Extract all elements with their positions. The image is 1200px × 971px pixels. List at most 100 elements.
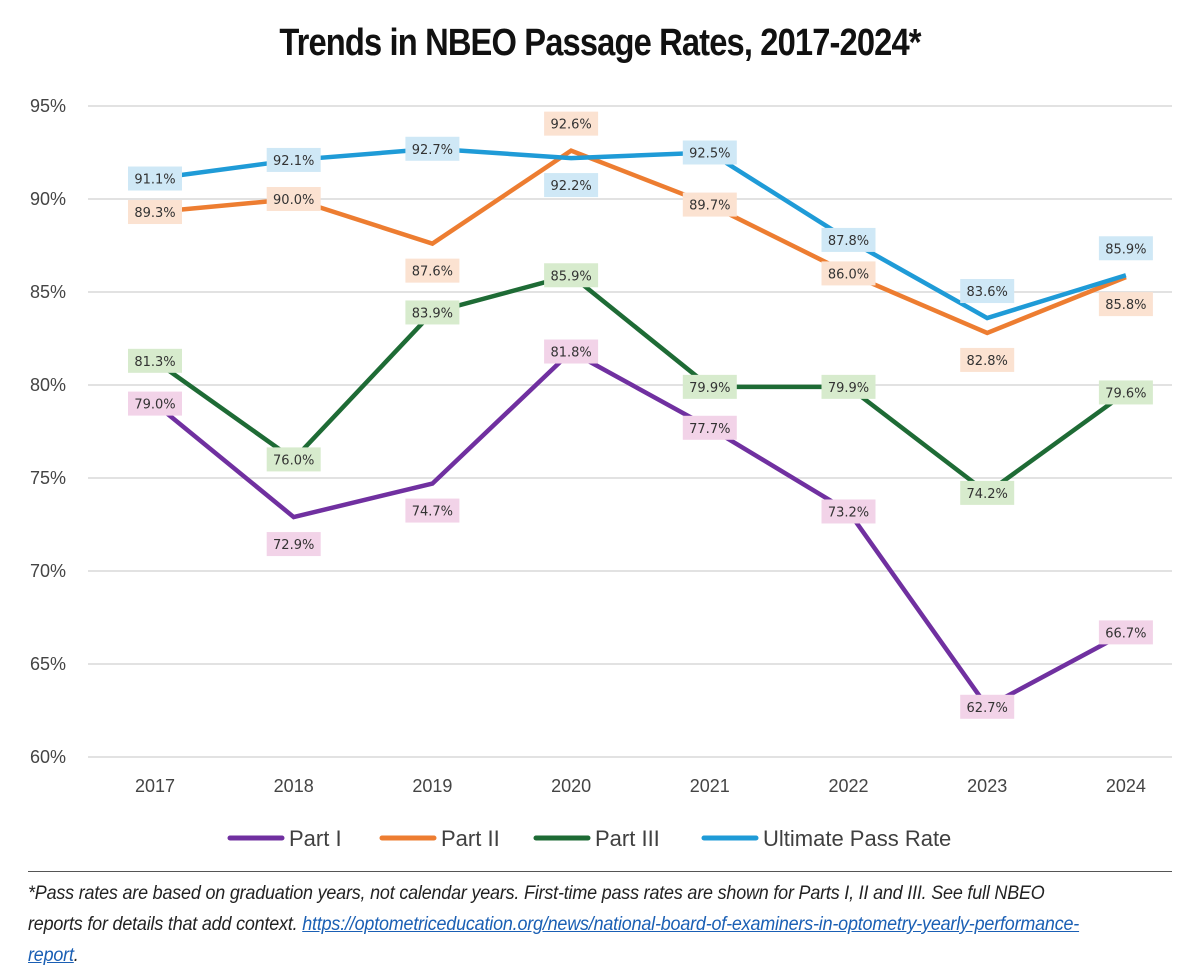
data-label-text: 79.0% xyxy=(134,398,175,413)
data-label-text: 81.8% xyxy=(550,346,591,361)
x-tick-label: 2023 xyxy=(967,776,1007,796)
x-axis-ticks: 2017 2018 2019 2020 2021 2022 2023 2024 xyxy=(135,776,1146,796)
data-label-text: 77.7% xyxy=(689,422,730,437)
y-axis-ticks: 95% 90% 85% 80% 75% 70% 65% 60% xyxy=(30,96,66,767)
data-label-box xyxy=(960,480,1015,505)
data-label-text: 92.5% xyxy=(689,147,730,162)
data-label-text: 92.1% xyxy=(273,154,314,169)
data-label-box xyxy=(266,532,321,557)
legend-label: Ultimate Pass Rate xyxy=(763,826,951,851)
data-label-text: 90.0% xyxy=(273,193,314,208)
data-label: 85.9% xyxy=(1098,236,1153,261)
data-label-text: 76.0% xyxy=(273,453,314,468)
data-label-box xyxy=(405,136,460,161)
data-label: 90.0% xyxy=(266,187,321,211)
data-label: 79.9% xyxy=(682,374,737,399)
data-label-text: 82.8% xyxy=(967,354,1008,369)
data-label-text: 87.8% xyxy=(828,234,869,249)
data-label: 92.6% xyxy=(544,111,599,136)
data-label-text: 66.7% xyxy=(1105,626,1146,641)
y-tick-label: 90% xyxy=(30,189,66,209)
data-label-text: 92.6% xyxy=(550,118,591,133)
data-label-text: 89.3% xyxy=(134,206,175,221)
data-label: 85.9% xyxy=(544,263,599,288)
data-label-text: 85.9% xyxy=(550,269,591,284)
data-label-text: 72.9% xyxy=(273,538,314,553)
footnote: *Pass rates are based on graduation year… xyxy=(28,878,1086,971)
data-label-text: 79.9% xyxy=(689,381,730,396)
y-tick-label: 60% xyxy=(30,747,66,767)
series-line-part-ii xyxy=(154,148,1127,336)
data-label-text: 81.3% xyxy=(134,355,175,370)
data-label-box xyxy=(960,347,1015,372)
footnote-trailing: . xyxy=(73,944,79,966)
data-label-box xyxy=(266,187,321,211)
data-label-text: 86.0% xyxy=(828,267,869,282)
data-label-text: 92.7% xyxy=(412,143,453,158)
data-label-box xyxy=(128,391,182,416)
data-label-box xyxy=(544,173,599,198)
data-label: 79.0% xyxy=(128,391,182,416)
data-label-box xyxy=(405,300,460,325)
legend-item: Part I xyxy=(227,826,342,851)
x-tick-label: 2024 xyxy=(1106,776,1146,796)
data-label-box xyxy=(128,166,182,191)
y-tick-label: 85% xyxy=(30,282,66,302)
data-label: 73.2% xyxy=(821,499,876,524)
data-labels: 79.0% 72.9% 74.7% 81.8% 77.7% 73.2% 62.7% 66.7%… xyxy=(128,111,1153,719)
data-label: 76.0% xyxy=(266,447,321,472)
data-label-text: 87.6% xyxy=(412,265,453,280)
data-label-box xyxy=(1098,620,1153,645)
data-label: 85.8% xyxy=(1098,292,1153,317)
data-label-box xyxy=(128,348,182,373)
data-label: 87.6% xyxy=(405,258,460,283)
data-label-box xyxy=(960,694,1015,719)
data-label-text: 92.2% xyxy=(550,179,591,194)
data-label-box xyxy=(821,374,876,399)
data-label-text: 83.9% xyxy=(412,306,453,321)
data-label: 74.7% xyxy=(405,498,460,523)
y-tick-label: 75% xyxy=(30,468,66,488)
data-label-text: 62.7% xyxy=(967,701,1008,716)
legend-label: Part II xyxy=(441,826,500,851)
x-tick-label: 2017 xyxy=(135,776,175,796)
data-label: 82.8% xyxy=(960,347,1015,372)
x-tick-label: 2019 xyxy=(412,776,452,796)
data-label: 92.1% xyxy=(266,147,321,172)
data-label: 83.9% xyxy=(405,300,460,325)
y-tick-label: 95% xyxy=(30,96,66,116)
data-label-text: 83.6% xyxy=(967,285,1008,300)
y-tick-label: 70% xyxy=(30,561,66,581)
data-label-box xyxy=(544,111,599,136)
line-chart: 95% 90% 85% 80% 75% 70% 65% 60% 2017 2018 2019 202… xyxy=(30,96,1172,851)
data-label-box xyxy=(1098,292,1153,317)
data-label: 83.6% xyxy=(960,279,1015,304)
legend-item: Part III xyxy=(533,826,660,851)
data-label-box xyxy=(544,339,599,364)
data-label-box xyxy=(405,258,460,283)
x-tick-label: 2018 xyxy=(274,776,314,796)
legend-item: Part II xyxy=(379,826,500,851)
data-label: 74.2% xyxy=(960,480,1015,505)
y-tick-label: 80% xyxy=(30,375,66,395)
data-label-box xyxy=(266,147,321,172)
data-label-box xyxy=(960,279,1015,304)
data-label: 89.3% xyxy=(128,200,182,225)
data-label-text: 79.6% xyxy=(1105,386,1146,401)
data-label-text: 85.9% xyxy=(1105,242,1146,257)
chart-title: Trends in NBEO Passage Rates, 2017-2024* xyxy=(279,22,921,64)
data-label: 92.5% xyxy=(682,140,737,165)
data-label-text: 74.7% xyxy=(412,505,453,520)
x-tick-label: 2022 xyxy=(828,776,868,796)
data-label-box xyxy=(405,498,460,523)
footnote-divider xyxy=(28,871,1172,872)
data-label: 89.7% xyxy=(682,192,737,217)
data-label-text: 85.8% xyxy=(1105,298,1146,313)
data-label-text: 73.2% xyxy=(828,505,869,520)
data-label: 92.7% xyxy=(405,136,460,161)
data-label-box xyxy=(128,200,182,225)
data-label-text: 79.9% xyxy=(828,381,869,396)
data-label-box xyxy=(682,192,737,217)
x-tick-label: 2020 xyxy=(551,776,591,796)
data-label: 81.3% xyxy=(128,348,182,373)
